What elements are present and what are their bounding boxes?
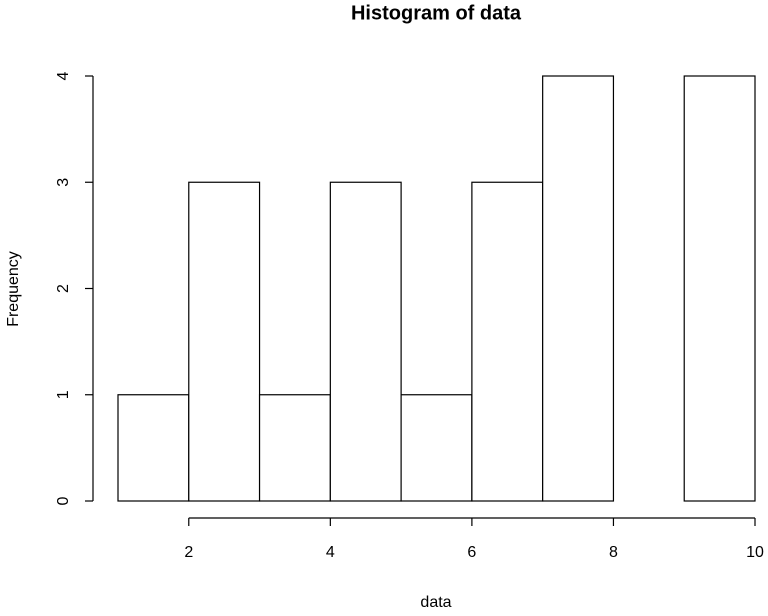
bar (329, 181, 402, 502)
chart-title: Histogram of data (351, 2, 522, 24)
y-axis-label: Frequency (5, 251, 22, 327)
bar (471, 181, 544, 502)
y-tick-label: 1 (55, 390, 72, 399)
y-tick-label: 0 (55, 496, 72, 505)
bar (117, 394, 190, 502)
y-tick-label: 3 (55, 178, 72, 187)
bar (400, 394, 473, 502)
x-tick-label: 2 (184, 544, 193, 561)
x-tick-label: 4 (326, 544, 335, 561)
y-tick-label: 4 (55, 71, 72, 80)
bar (188, 181, 261, 502)
bar (683, 75, 756, 502)
x-tick-label: 8 (609, 544, 618, 561)
y-tick-label: 2 (55, 284, 72, 293)
x-tick-label: 6 (467, 544, 476, 561)
bar (258, 394, 331, 502)
x-axis-label: data (420, 594, 451, 611)
bar (542, 75, 615, 502)
x-tick-label: 10 (746, 544, 764, 561)
